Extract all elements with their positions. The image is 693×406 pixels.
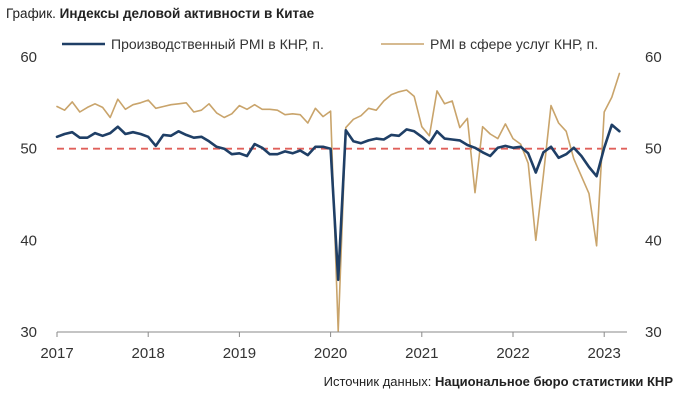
plot-area [55,72,627,332]
x-tick-label: 2021 [405,345,438,362]
x-tick-label: 2022 [496,345,529,362]
y-tick-label-left: 60 [20,49,37,66]
x-tick-label: 2023 [588,345,621,362]
x-axis: 2017 2018 2019 2020 2021 2022 2023 [40,331,627,362]
chart-title: График. Индексы деловой активности в Кит… [6,6,314,21]
y-tick-label-right: 30 [645,324,662,341]
y-axis-right: 60 50 40 30 [645,49,662,341]
source-prefix: Источник данных: [323,374,432,389]
series-line-services [56,72,621,332]
y-tick-label-right: 40 [645,232,662,249]
chart-title-prefix: График. [6,6,56,21]
x-tick-label: 2019 [223,345,256,362]
x-tick-label: 2018 [132,345,165,362]
y-tick-label-right: 60 [645,49,662,66]
source-text: Национальное бюро статистики КНР [434,374,673,389]
legend-label-manufacturing: Производственный PMI в КНР, п. [111,36,324,52]
series-line-manufacturing [55,123,621,282]
y-tick-label-left: 30 [20,324,37,341]
y-tick-label-right: 50 [645,141,662,158]
x-tick-label: 2017 [40,345,73,362]
chart-legend: Производственный PMI в КНР, п. PMI в сфе… [62,36,598,52]
y-tick-label-left: 40 [20,232,37,249]
y-tick-label-left: 50 [20,141,37,158]
source-note: Источник данных: Национальное бюро стати… [324,374,673,389]
chart-title-text: Индексы деловой активности в Китае [59,6,315,21]
legend-label-services: PMI в сфере услуг КНР, п. [430,36,598,52]
y-axis-left: 60 50 40 30 [20,49,37,341]
x-tick-label: 2020 [314,345,347,362]
